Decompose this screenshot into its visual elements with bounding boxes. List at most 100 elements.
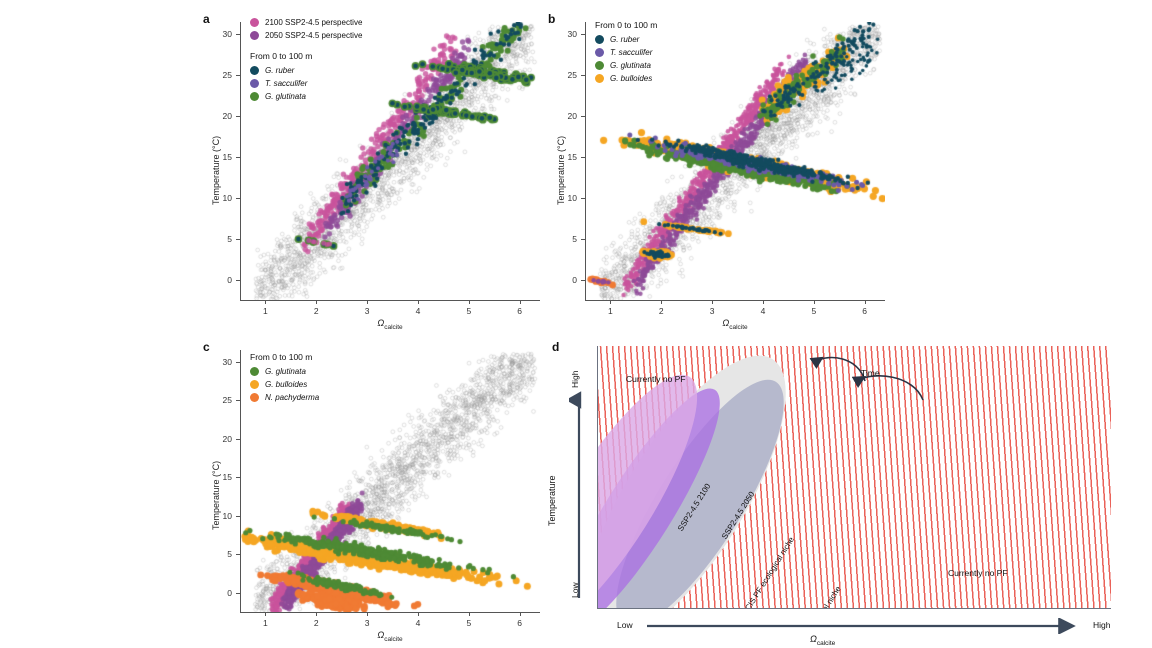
x-tick bbox=[316, 612, 318, 616]
panel-b-x-axis bbox=[585, 300, 885, 301]
x-tick-label: 4 bbox=[415, 618, 421, 628]
legend-dot-icon bbox=[595, 74, 604, 83]
panel-d-x-high-label: High bbox=[1093, 620, 1111, 630]
y-tick bbox=[236, 75, 240, 77]
legend-dot-icon bbox=[595, 35, 604, 44]
legend-item: G. glutinata bbox=[250, 90, 362, 103]
x-tick-label: 5 bbox=[811, 306, 817, 316]
panel-b-scatter-canvas bbox=[585, 22, 885, 300]
y-tick bbox=[236, 156, 240, 158]
y-tick-label: 15 bbox=[222, 151, 232, 162]
panel-c-x-axis-title: Ωcalcite bbox=[300, 630, 480, 643]
y-tick-label: 10 bbox=[222, 510, 232, 521]
x-tick-label: 6 bbox=[517, 306, 523, 316]
panel-a-y-axis bbox=[240, 22, 241, 300]
panel-c-y-axis bbox=[240, 350, 241, 612]
y-tick-label: 25 bbox=[567, 70, 577, 81]
y-tick bbox=[581, 238, 585, 240]
y-tick bbox=[236, 554, 240, 556]
y-tick-label: 5 bbox=[572, 233, 577, 244]
legend-dot-icon bbox=[250, 380, 259, 389]
panel-c-legend-title: From 0 to 100 m bbox=[250, 352, 313, 362]
panel-a-x-axis bbox=[240, 300, 540, 301]
panel-b-legend-title: From 0 to 100 m bbox=[595, 20, 658, 30]
x-tick-label: 2 bbox=[313, 618, 319, 628]
x-tick bbox=[367, 612, 369, 616]
panel-b-y-axis bbox=[585, 22, 586, 300]
y-tick bbox=[236, 279, 240, 281]
panel-a-x-axis-title: Ωcalcite bbox=[300, 318, 480, 331]
legend-item: 2100 SSP2-4.5 perspective bbox=[250, 16, 362, 29]
y-tick bbox=[236, 515, 240, 517]
x-tick bbox=[468, 612, 470, 616]
panel-a-legend-species: G. ruber T. sacculifer G. glutinata bbox=[250, 64, 362, 103]
y-tick bbox=[236, 477, 240, 479]
y-tick-label: 0 bbox=[572, 274, 577, 285]
panel-d-letter: d bbox=[552, 340, 560, 354]
x-tick bbox=[265, 612, 267, 616]
panel-c-x-axis bbox=[240, 612, 540, 613]
panel-d-x-arrow bbox=[647, 618, 1076, 634]
panel-c-letter: c bbox=[203, 340, 210, 354]
label-currently-no-pf-top: Currently no PF bbox=[626, 374, 686, 384]
panel-a-legend-scenarios: 2100 SSP2-4.5 perspective 2050 SSP2-4.5 p… bbox=[250, 16, 362, 42]
legend-dot-icon bbox=[250, 66, 259, 75]
y-tick bbox=[581, 197, 585, 199]
y-tick-label: 15 bbox=[222, 472, 232, 483]
panel-c-scatter-canvas bbox=[240, 350, 540, 612]
y-tick bbox=[236, 238, 240, 240]
x-tick-label: 4 bbox=[415, 306, 421, 316]
x-tick bbox=[712, 300, 714, 304]
legend-dot-icon bbox=[595, 61, 604, 70]
legend-dot-icon bbox=[250, 31, 259, 40]
legend-item: T. sacculifer bbox=[250, 77, 362, 90]
panel-d-omega: Ω bbox=[810, 634, 817, 644]
y-tick bbox=[581, 116, 585, 118]
panel-b-omega-sub: calcite bbox=[729, 323, 748, 331]
y-tick bbox=[236, 34, 240, 36]
y-tick-label: 15 bbox=[567, 151, 577, 162]
legend-item: G. ruber bbox=[595, 33, 657, 46]
y-tick-label: 10 bbox=[222, 192, 232, 203]
x-tick-label: 3 bbox=[364, 618, 370, 628]
y-tick-label: 25 bbox=[222, 395, 232, 406]
panel-d-y-arrow bbox=[569, 391, 582, 598]
x-tick bbox=[610, 300, 612, 304]
y-tick-label: 25 bbox=[222, 70, 232, 81]
y-tick-label: 30 bbox=[222, 29, 232, 40]
panel-d-x-axis-title: Ωcalcite bbox=[810, 634, 835, 647]
y-tick bbox=[581, 34, 585, 36]
panel-a-letter: a bbox=[203, 12, 210, 26]
legend-item: T. sacculifer bbox=[595, 46, 657, 59]
legend-item-label: 2050 SSP2-4.5 perspective bbox=[265, 31, 363, 40]
legend-item-label: N. pachyderma bbox=[265, 393, 320, 402]
panel-a-scatter-canvas bbox=[240, 22, 540, 300]
x-tick-label: 6 bbox=[862, 306, 868, 316]
legend-item: G. glutinata bbox=[250, 365, 319, 378]
x-tick bbox=[468, 300, 470, 304]
time-arrows bbox=[809, 356, 924, 401]
x-tick bbox=[864, 300, 866, 304]
y-tick-label: 5 bbox=[227, 549, 232, 560]
panel-b-omega: Ω bbox=[722, 318, 730, 328]
legend-dot-icon bbox=[250, 393, 259, 402]
legend-item-label: T. sacculifer bbox=[610, 48, 653, 57]
x-tick bbox=[519, 300, 521, 304]
legend-item-label: G. bulloides bbox=[610, 74, 653, 83]
x-tick-label: 4 bbox=[760, 306, 766, 316]
x-tick bbox=[762, 300, 764, 304]
legend-item-label: 2100 SSP2-4.5 perspective bbox=[265, 18, 363, 27]
panel-d-x-low-label: Low bbox=[617, 620, 633, 630]
x-tick-label: 5 bbox=[466, 618, 472, 628]
panel-d-y-axis-title: Temperature bbox=[547, 475, 557, 526]
x-tick bbox=[316, 300, 318, 304]
y-tick bbox=[236, 197, 240, 199]
y-tick bbox=[581, 279, 585, 281]
y-tick bbox=[236, 116, 240, 118]
legend-dot-icon bbox=[250, 18, 259, 27]
y-tick-label: 10 bbox=[567, 192, 577, 203]
